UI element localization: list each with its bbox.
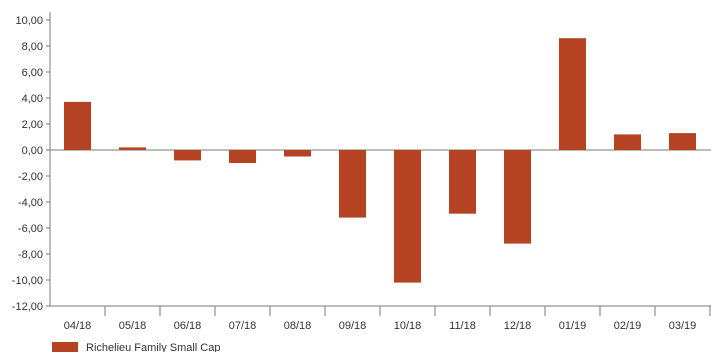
y-axis: -12,00 -10,00 -8,00 -6,00 -4,00 -2,00 0,00 2,00…: [12, 12, 51, 313]
x-axis: 04/18 05/18 06/18 07/18 08/18 09/18 10/18 11/18…: [50, 149, 711, 332]
x-tick-label: 06/18: [174, 320, 202, 332]
y-tick-label: -12,00: [12, 301, 43, 313]
y-tick-label: -2,00: [18, 171, 43, 183]
x-tick-label: 05/18: [119, 320, 147, 332]
bar: [669, 133, 696, 150]
bars: [64, 38, 696, 283]
y-tick-label: -10,00: [12, 275, 43, 287]
bar: [64, 101, 91, 150]
bar: [504, 150, 531, 244]
x-tick-label: 08/18: [284, 320, 312, 332]
x-tick-label: 09/18: [339, 320, 367, 332]
y-tick-label: 6,00: [22, 67, 43, 79]
x-tick-label: 07/18: [229, 320, 257, 332]
bar: [559, 38, 586, 151]
x-tick-label: 10/18: [394, 320, 422, 332]
legend: Richelieu Family Small Cap: [52, 342, 221, 354]
bar: [229, 150, 256, 163]
y-tick-label: 0,00: [22, 145, 43, 157]
y-tick-label: 2,00: [22, 119, 43, 131]
x-tick-label: 04/18: [64, 320, 92, 332]
x-tick-label: 01/19: [559, 320, 587, 332]
bar: [284, 150, 311, 157]
legend-swatch: [52, 342, 78, 352]
x-tick-label: 03/19: [669, 320, 697, 332]
x-tick-label: 02/19: [614, 320, 642, 332]
bar: [449, 150, 476, 214]
legend-label: Richelieu Family Small Cap: [86, 342, 221, 352]
y-tick-label: 8,00: [22, 41, 43, 53]
y-tick-label: -6,00: [18, 223, 43, 235]
y-tick-label: 4,00: [22, 93, 43, 105]
bar: [174, 150, 201, 161]
bar: [119, 147, 146, 150]
bar: [339, 150, 366, 218]
y-tick-label: -8,00: [18, 249, 43, 261]
bar: [614, 134, 641, 150]
x-tick-label: 11/18: [449, 320, 476, 332]
x-tick-label: 12/18: [504, 320, 532, 332]
y-tick-label: 10,00: [15, 15, 43, 27]
y-tick-label: -4,00: [18, 197, 43, 209]
bar: [394, 150, 421, 283]
